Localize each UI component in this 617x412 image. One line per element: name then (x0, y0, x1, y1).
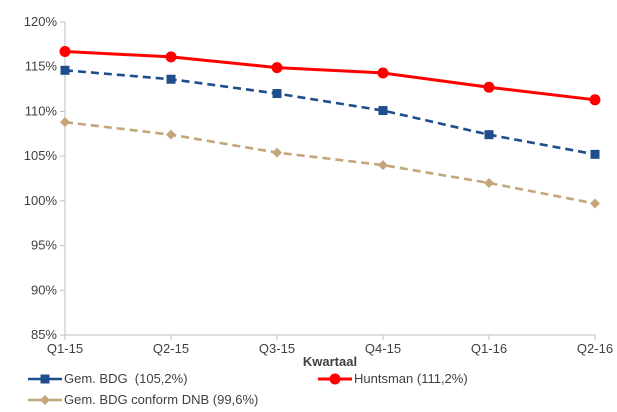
data-point (60, 65, 70, 75)
data-point (59, 46, 71, 58)
legend-item: Gem. BDG conform DNB (99,6%) (28, 392, 258, 407)
x-tick-label: Q1-16 (471, 341, 507, 356)
x-tick-label: Q4-15 (365, 341, 401, 356)
data-point (165, 51, 177, 63)
data-point (483, 81, 495, 93)
data-point (484, 177, 494, 188)
y-tick-label: 120% (24, 14, 58, 29)
legend-marker (329, 373, 341, 385)
data-point (377, 67, 389, 79)
x-tick-label: Q3-15 (259, 341, 295, 356)
legend-label: Gem. BDG (105,2%) (64, 371, 188, 386)
legend-marker (40, 395, 50, 405)
legend-label: Huntsman (111,2%) (354, 371, 468, 386)
data-point (60, 117, 70, 128)
legend-item: Gem. BDG (105,2%) (28, 371, 188, 386)
legend-item: Huntsman (111,2%) (318, 371, 468, 386)
y-tick-label: 100% (24, 193, 58, 208)
data-point (590, 198, 600, 209)
x-axis-ticks: Q1-15 Q2-15 Q3-15 Q4-15 Q1-16 Q2-16 (47, 335, 613, 356)
series-2 (59, 46, 601, 106)
series-1 (60, 65, 600, 159)
legend-marker (40, 374, 50, 384)
y-tick-label: 110% (25, 103, 58, 118)
data-point (590, 149, 600, 159)
series-layer (59, 46, 601, 209)
y-axis-ticks: 85% 90% 95% 100% 105% 110% 115% 120% (24, 14, 65, 342)
legend: Gem. BDG (105,2%) Huntsman (111,2%) Gem. B… (28, 371, 468, 407)
x-axis-title: Kwartaal (303, 354, 357, 369)
series-line (64, 120, 596, 205)
legend-label: Gem. BDG conform DNB (99,6%) (64, 392, 258, 407)
y-tick-label: 95% (31, 238, 57, 253)
y-tick-label: 85% (31, 327, 57, 342)
series-3 (60, 117, 600, 209)
x-tick-label: Q2-15 (153, 341, 189, 356)
y-tick-label: 105% (24, 148, 58, 163)
series-line (64, 68, 596, 156)
data-point (378, 160, 388, 171)
data-point (378, 106, 388, 116)
data-point (589, 94, 601, 106)
data-point (166, 74, 176, 84)
data-point (272, 147, 282, 158)
data-point (272, 89, 282, 99)
data-point (484, 130, 494, 140)
y-tick-label: 115% (25, 59, 58, 74)
y-tick-label: 90% (31, 282, 57, 297)
data-point (166, 129, 176, 140)
x-tick-label: Q1-15 (47, 341, 83, 356)
x-tick-label: Q2-16 (577, 341, 613, 356)
data-point (271, 62, 283, 74)
series-line (64, 50, 596, 102)
